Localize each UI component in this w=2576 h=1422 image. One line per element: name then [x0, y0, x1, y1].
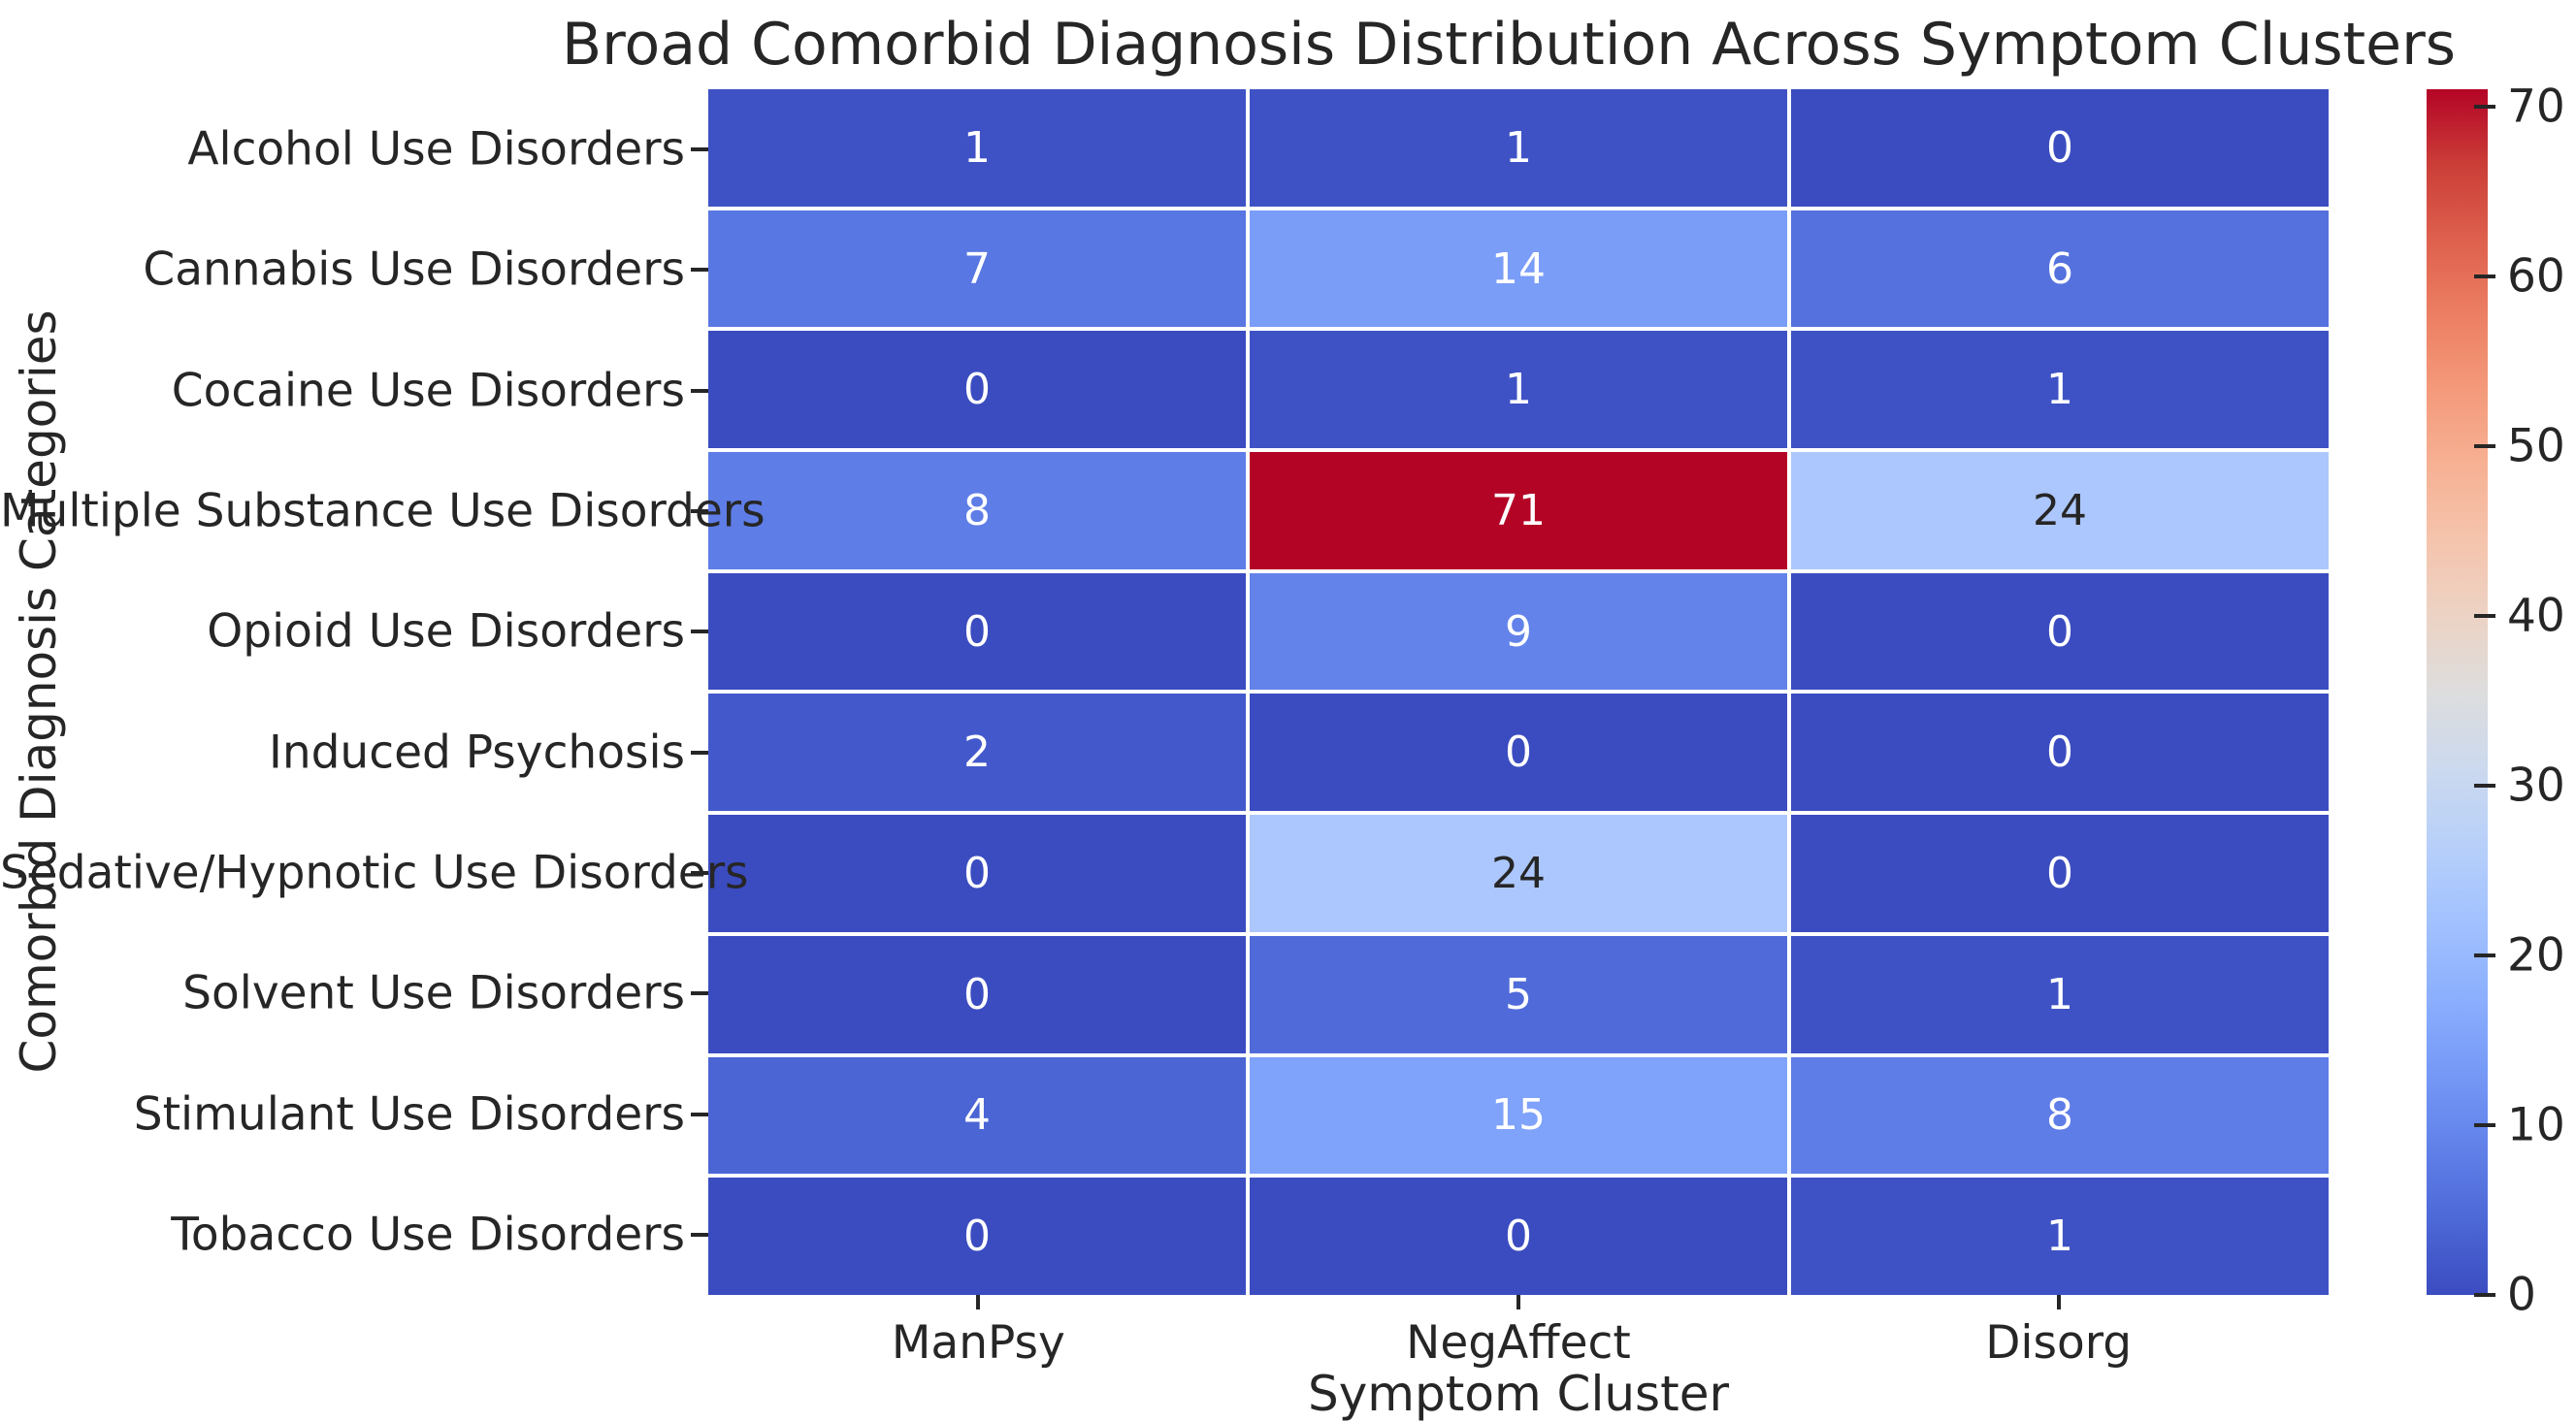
colorbar-tick-label: 10	[2507, 1098, 2565, 1152]
heatmap-cell: 0	[708, 935, 1246, 1053]
x-tick-label: NegAffect	[1406, 1316, 1631, 1370]
heatmap-cell: 1	[708, 89, 1246, 207]
y-tick-label: Opioid Use Disorders	[207, 604, 685, 659]
colorbar-tick-mark	[2474, 1122, 2495, 1127]
heatmap-cell: 5	[1250, 935, 1787, 1053]
x-axis-label: Symptom Cluster	[1307, 1366, 1730, 1422]
heatmap-cell: 1	[1250, 331, 1787, 449]
colorbar-tick-label: 30	[2507, 759, 2565, 813]
x-tick-mark	[1516, 1295, 1520, 1309]
y-tick-label: Solvent Use Disorders	[182, 966, 685, 1020]
y-tick-mark	[691, 388, 708, 393]
heatmap-cell: 4	[708, 1056, 1246, 1175]
heatmap-cell: 0	[708, 572, 1246, 691]
y-tick-mark	[691, 870, 708, 875]
colorbar-tick-label: 50	[2507, 419, 2565, 473]
heatmap-cell: 0	[1791, 572, 2329, 691]
y-tick-label: Tobacco Use Disorders	[171, 1208, 685, 1262]
heatmap-cell: 0	[1791, 694, 2329, 812]
heatmap-cell: 71	[1250, 452, 1787, 569]
heatmap-cell: 15	[1250, 1056, 1787, 1175]
colorbar-tick-mark	[2474, 783, 2495, 788]
heatmap-cell: 0	[708, 331, 1246, 449]
heatmap-cell: 1	[1791, 935, 2329, 1053]
colorbar-tick-mark	[2474, 443, 2495, 448]
y-tick-mark	[691, 147, 708, 152]
y-tick-mark	[691, 1232, 708, 1237]
heatmap-cell: 7	[708, 210, 1246, 328]
y-tick-mark	[691, 1112, 708, 1116]
colorbar-tick-label: 60	[2507, 249, 2565, 304]
heatmap-cell: 24	[1250, 815, 1787, 932]
colorbar-tick-label: 20	[2507, 928, 2565, 983]
y-tick-mark	[691, 991, 708, 996]
colorbar	[2427, 89, 2488, 1295]
colorbar-tick-label: 70	[2507, 80, 2565, 133]
colorbar-tick-mark	[2474, 104, 2495, 109]
x-tick-label: Disorg	[1985, 1316, 2133, 1370]
heatmap-cell: 24	[1791, 452, 2329, 569]
heatmap-cell: 6	[1791, 210, 2329, 328]
y-tick-mark	[691, 509, 708, 514]
heatmap-cell: 0	[1250, 1178, 1787, 1295]
heatmap-cell: 14	[1250, 210, 1787, 328]
heatmap-cell: 1	[1250, 89, 1787, 207]
y-tick-mark	[691, 630, 708, 634]
heatmap-cell: 1	[1791, 1178, 2329, 1295]
heatmap-cell: 0	[1791, 815, 2329, 932]
y-tick-mark	[691, 750, 708, 755]
heatmap-cell: 0	[708, 815, 1246, 932]
y-axis-label: Comorbid Diagnosis Categories	[11, 309, 67, 1074]
y-tick-label: Sedative/Hypnotic Use Disorders	[0, 846, 749, 900]
colorbar-tick-mark	[2474, 613, 2495, 618]
x-tick-label: ManPsy	[891, 1316, 1065, 1370]
chart-title: Broad Comorbid Diagnosis Distribution Ac…	[561, 11, 2457, 79]
colorbar-tick-mark	[2474, 953, 2495, 957]
heatmap-cell: 0	[1791, 89, 2329, 207]
heatmap-cell: 8	[1791, 1056, 2329, 1175]
y-tick-label: Alcohol Use Disorders	[187, 122, 685, 177]
y-tick-label: Stimulant Use Disorders	[133, 1087, 685, 1142]
y-tick-label: Cocaine Use Disorders	[171, 364, 685, 418]
heatmap-cell: 0	[1250, 694, 1787, 812]
y-tick-label: Multiple Substance Use Disorders	[0, 484, 766, 538]
colorbar-tick-mark	[2474, 274, 2495, 278]
heatmap-cell: 2	[708, 694, 1246, 812]
heatmap-cell: 1	[1791, 331, 2329, 449]
y-tick-mark	[691, 268, 708, 273]
x-tick-mark	[2056, 1295, 2061, 1309]
heatmap-cell: 9	[1250, 572, 1787, 691]
colorbar-tick-label: 40	[2507, 589, 2565, 643]
y-tick-label: Induced Psychosis	[268, 726, 685, 780]
x-tick-mark	[976, 1295, 981, 1309]
colorbar-tick-label: 0	[2507, 1268, 2536, 1322]
y-tick-label: Cannabis Use Disorders	[143, 242, 685, 297]
heatmap-grid: 1 1 0 7 14 6 0 1 1 8 71 24 0 9 0 2 0 0 0 24 0 0 5 1 4 15 8 0 0 1	[708, 89, 2329, 1295]
colorbar-tick-mark	[2474, 1293, 2495, 1297]
heatmap-cell: 8	[708, 452, 1246, 569]
heatmap-cell: 0	[708, 1178, 1246, 1295]
